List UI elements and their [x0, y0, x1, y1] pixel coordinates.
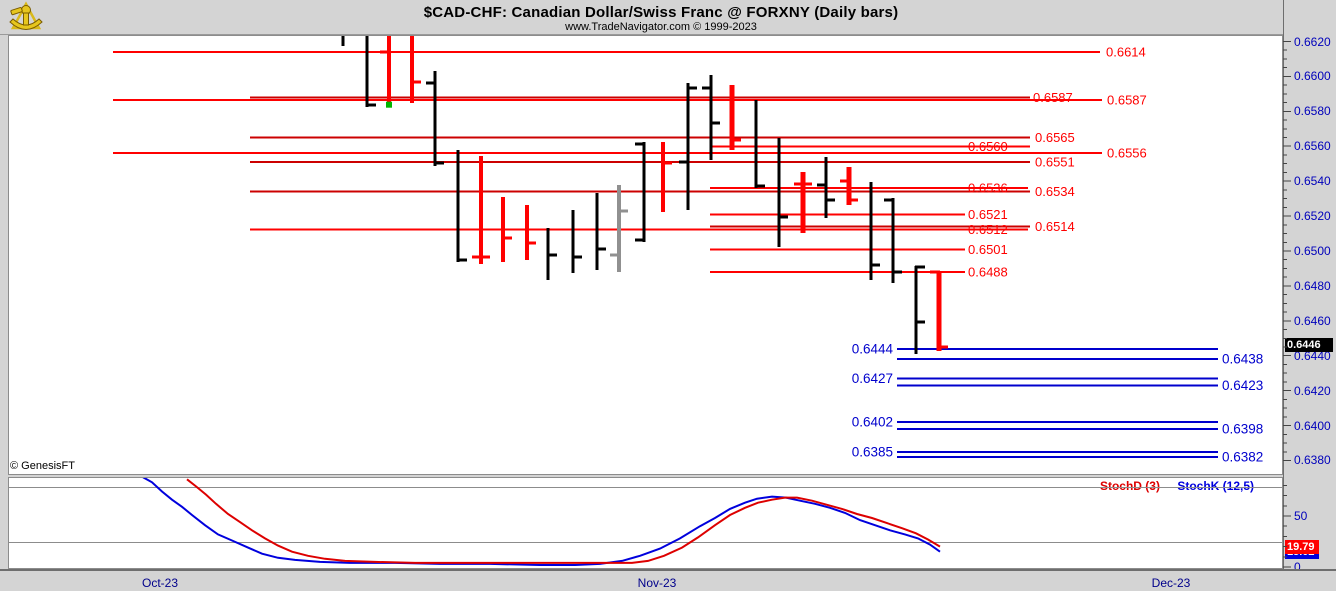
legend-stochd[interactable]: StochD (3) — [1099, 479, 1160, 493]
date-axis: Oct-23 Nov-23 Dec-23 — [0, 569, 1336, 591]
support-price-label: 0.6438 — [1222, 352, 1263, 367]
stoch-axis-label: 0 — [1294, 560, 1301, 574]
title-bar: $CAD-CHF: Canadian Dollar/Swiss Franc @ … — [0, 0, 1336, 35]
support-price-label: 0.6423 — [1222, 378, 1263, 393]
price-axis-label: 0.6620 — [1294, 34, 1331, 49]
resistance-price-label: 0.6556 — [1107, 146, 1147, 161]
legend-stochk[interactable]: StochK (12,5) — [1177, 479, 1254, 493]
resistance-price-label: 0.6521 — [968, 207, 1008, 222]
resistance-price-label: 0.6587 — [1033, 90, 1073, 105]
price-axis-label: 0.6580 — [1294, 104, 1331, 119]
support-price-label: 0.6427 — [852, 371, 893, 386]
price-axis-label: 0.6380 — [1294, 453, 1331, 468]
price-axis-label: 0.6540 — [1294, 174, 1331, 189]
price-axis-label: 0.6460 — [1294, 313, 1331, 328]
last-price-box: 0.6446 — [1285, 337, 1333, 352]
stochd-value-box: 19.79 — [1285, 539, 1319, 554]
month-label: Nov-23 — [637, 576, 677, 590]
price-axis-label: 0.6600 — [1294, 69, 1331, 84]
resistance-price-label: 0.6614 — [1106, 44, 1146, 59]
resistance-price-label: 0.6536 — [968, 181, 1008, 196]
price-bars-group — [341, 36, 948, 354]
indicator-legend: StochD (3) StochK (12,5) — [1086, 479, 1254, 493]
stoch-k-line — [142, 478, 941, 566]
support-price-label: 0.6382 — [1222, 450, 1263, 465]
chart-title: $CAD-CHF: Canadian Dollar/Swiss Franc @ … — [423, 4, 899, 21]
support-price-label: 0.6398 — [1222, 422, 1263, 437]
price-axis-label: 0.6400 — [1294, 418, 1331, 433]
resistance-price-label: 0.6534 — [1035, 184, 1075, 199]
support-price-label: 0.6385 — [852, 444, 893, 459]
month-label: Dec-23 — [1151, 576, 1191, 590]
price-axis-label: 0.6420 — [1294, 383, 1331, 398]
price-chart-area[interactable] — [8, 35, 1283, 475]
resistance-price-label: 0.6565 — [1035, 130, 1075, 145]
support-price-label: 0.6402 — [852, 415, 893, 430]
price-axis-label: 0.6520 — [1294, 209, 1331, 224]
price-axis-label: 0.6440 — [1294, 348, 1331, 363]
price-axis-label: 0.6480 — [1294, 278, 1331, 293]
chart-subtitle: www.TradeNavigator.com © 1999-2023 — [565, 21, 757, 33]
resistance-price-label: 0.6501 — [968, 242, 1008, 257]
entry-marker — [386, 101, 392, 108]
copyright-watermark: © GenesisFT — [10, 460, 75, 472]
resistance-price-label: 0.6512 — [968, 222, 1008, 237]
month-label: Oct-23 — [141, 576, 179, 590]
genesis-sextant-icon — [9, 1, 43, 30]
price-axis-label: 0.6500 — [1294, 243, 1331, 258]
stoch-axis-label: 50 — [1294, 509, 1308, 523]
resistance-price-label: 0.6560 — [968, 139, 1008, 154]
resistance-price-label: 0.6551 — [1035, 154, 1075, 169]
stoch-d-line — [186, 478, 941, 564]
resistance-price-label: 0.6514 — [1035, 219, 1075, 234]
resistance-price-label: 0.6488 — [968, 264, 1008, 279]
price-axis-gutter: 0.6446 15.02 19.79 0.66200.66000.65800.6… — [1283, 0, 1336, 591]
price-axis-label: 0.6560 — [1294, 139, 1331, 154]
support-price-label: 0.6444 — [852, 341, 894, 356]
resistance-price-label: 0.6587 — [1107, 92, 1147, 107]
